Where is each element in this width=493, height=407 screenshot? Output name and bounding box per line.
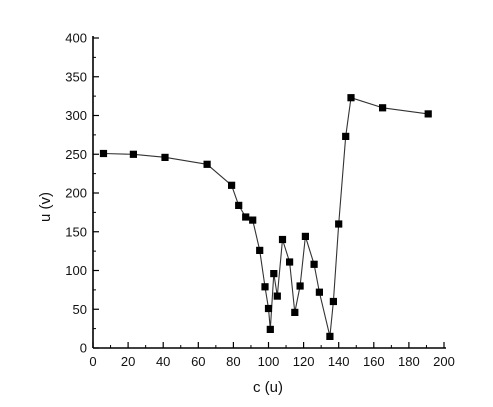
data-point: [329, 297, 337, 306]
series-line-0: [103, 97, 429, 337]
y-tick-label-150: 150: [65, 224, 87, 239]
y-tick-label-400: 400: [65, 31, 87, 46]
data-point: [99, 149, 108, 158]
data-point: [249, 216, 257, 224]
y-tick-label-300: 300: [65, 108, 87, 123]
data-point: [278, 235, 287, 244]
data-point: [296, 282, 304, 290]
x-tick-label-40: 40: [156, 354, 170, 369]
x-tick-label-80: 80: [226, 354, 240, 369]
data-point: [273, 292, 281, 300]
x-tick-label-60: 60: [191, 354, 205, 369]
x-tick-label-180: 180: [398, 354, 420, 369]
x-tick-label-160: 160: [363, 354, 385, 369]
data-point: [291, 308, 299, 316]
data-point: [326, 332, 334, 340]
data-point: [379, 104, 387, 112]
data-point: [161, 153, 169, 161]
data-point: [235, 201, 243, 209]
data-point: [129, 150, 137, 158]
data-point: [242, 213, 250, 221]
data-point: [315, 288, 323, 296]
data-point: [286, 258, 294, 266]
x-tick-label-140: 140: [328, 354, 350, 369]
data-point: [261, 283, 269, 291]
x-axis-title: c (u): [253, 379, 283, 396]
data-point: [310, 260, 318, 268]
data-point: [335, 220, 343, 228]
y-tick-label-100: 100: [65, 263, 87, 278]
data-point: [203, 160, 211, 168]
y-tick-label-200: 200: [65, 186, 87, 201]
data-point: [270, 270, 278, 278]
data-point: [264, 304, 273, 313]
data-point: [347, 94, 355, 102]
x-tick-label-20: 20: [121, 354, 135, 369]
data-point: [342, 132, 350, 140]
y-tick-label-250: 250: [65, 147, 87, 162]
data-point: [228, 181, 236, 189]
y-axis-title: u (v): [37, 192, 54, 222]
x-tick-label-0: 0: [89, 354, 96, 369]
x-tick-label-200: 200: [433, 354, 455, 369]
data-point: [266, 325, 274, 333]
y-tick-label-0: 0: [80, 341, 87, 356]
y-tick-label-350: 350: [65, 69, 87, 84]
data-point: [301, 232, 309, 240]
x-tick-label-120: 120: [293, 354, 315, 369]
y-tick-label-50: 50: [73, 302, 87, 317]
x-tick-label-100: 100: [258, 354, 280, 369]
data-point: [256, 246, 264, 254]
data-point: [424, 110, 432, 118]
